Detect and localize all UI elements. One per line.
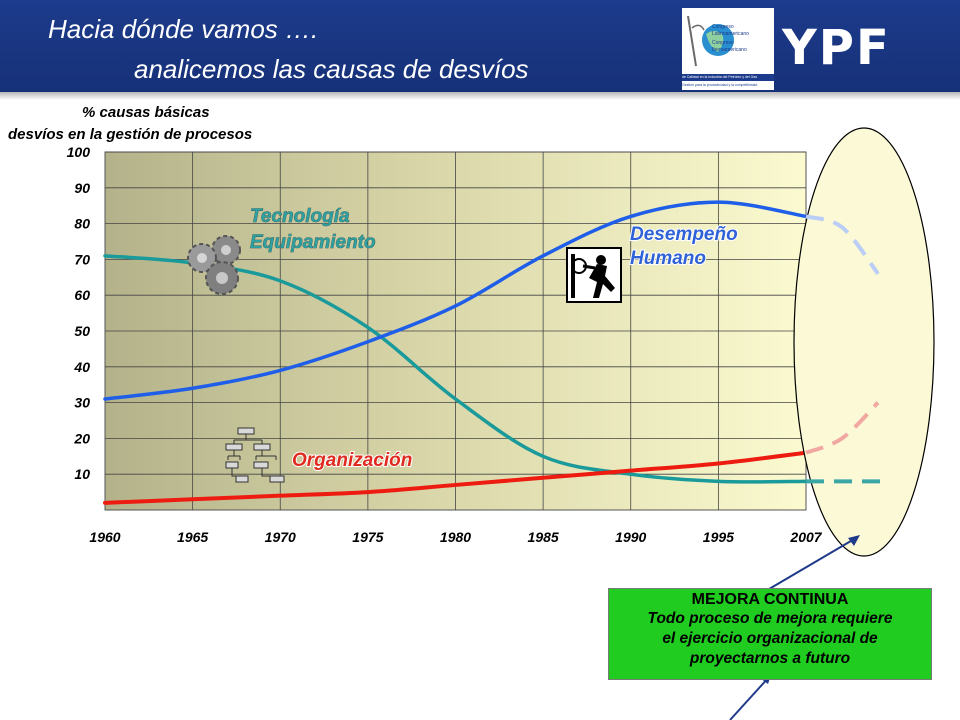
logo-band: de Calidad en la Industria del Petróleo …: [682, 74, 774, 81]
x-tick-label: 2007: [789, 529, 822, 545]
logo-line-2: Latinoamericano: [712, 31, 749, 37]
future-ellipse: [793, 127, 935, 557]
logo-subtext: Gestión para la productividad y la compe…: [682, 83, 758, 87]
header-shadow: [0, 92, 960, 100]
x-tick-label: 1960: [89, 529, 120, 545]
arrow-head-ellipse: [848, 535, 860, 546]
y-tick-label: 100: [67, 144, 91, 160]
y-axis-label-line1: % causas básicas: [82, 104, 210, 121]
series-line-desempeno-projection: [805, 214, 880, 275]
series-line-desempeno: [103, 200, 808, 401]
y-tick-label: 80: [74, 216, 90, 232]
logo-line-3: Congreso: [712, 40, 734, 46]
logo-line-1: Congreso: [712, 24, 734, 30]
org-chart-icon: [225, 427, 285, 483]
arrow-to-ellipse: [763, 537, 857, 593]
y-tick-label: 60: [74, 287, 90, 303]
mejora-continua-callout: MEJORA CONTINUA Todo proceso de mejora r…: [608, 588, 932, 680]
series-line-organizacion: [103, 450, 808, 505]
x-tick-label: 1990: [615, 529, 646, 545]
y-tick-label: 40: [73, 359, 90, 375]
gears-icon: [187, 235, 241, 295]
callout-body-line3: proyectarnos a futuro: [689, 650, 851, 667]
series-label-tecnologia: Tecnología: [250, 206, 350, 227]
x-tick-label: 1995: [703, 529, 734, 545]
x-tick-label: 1970: [265, 529, 296, 545]
y-tick-label: 50: [74, 323, 90, 339]
callout-body-line1: Todo proceso de mejora requiere: [647, 610, 893, 627]
y-tick-label: 70: [74, 251, 90, 267]
x-tick-label: 1985: [528, 529, 559, 545]
page-title-line2: analicemos las causas de desvíos: [134, 54, 529, 84]
x-tick-label: 1975: [352, 529, 383, 545]
callout-title: MEJORA CONTINUA: [691, 591, 849, 608]
congress-logo: Congreso Latinoamericano Congreso Iberoa…: [682, 8, 774, 90]
callout-body-line2: el ejercicio organizacional de: [662, 630, 878, 647]
series-label-desempeno: Desempeño: [630, 224, 738, 245]
ypf-logo: YPF: [782, 20, 891, 76]
series-label-equipamiento: Equipamiento: [250, 232, 376, 253]
y-axis-label-line2: desvíos en la gestión de procesos: [8, 126, 253, 143]
y-tick-label: 30: [74, 395, 90, 411]
y-tick-label: 10: [74, 466, 90, 482]
x-tick-label: 1980: [440, 529, 471, 545]
series-label-organizacion: Organización: [292, 450, 412, 471]
arrow-to-callout: [729, 675, 771, 720]
x-tick-label: 1965: [177, 529, 208, 545]
logo-line-4: Iberoamericano: [712, 47, 747, 53]
y-tick-label: 90: [74, 180, 90, 196]
series-line-organizacion-projection: [805, 401, 880, 455]
globe-icon: [687, 15, 734, 67]
series-label-humano: Humano: [630, 248, 706, 269]
y-tick-label: 20: [73, 430, 90, 446]
worker-icon: [566, 247, 622, 303]
header-bar: Hacia dónde vamos …. analicemos las caus…: [0, 0, 960, 92]
page-title-line1: Hacia dónde vamos ….: [48, 14, 319, 44]
